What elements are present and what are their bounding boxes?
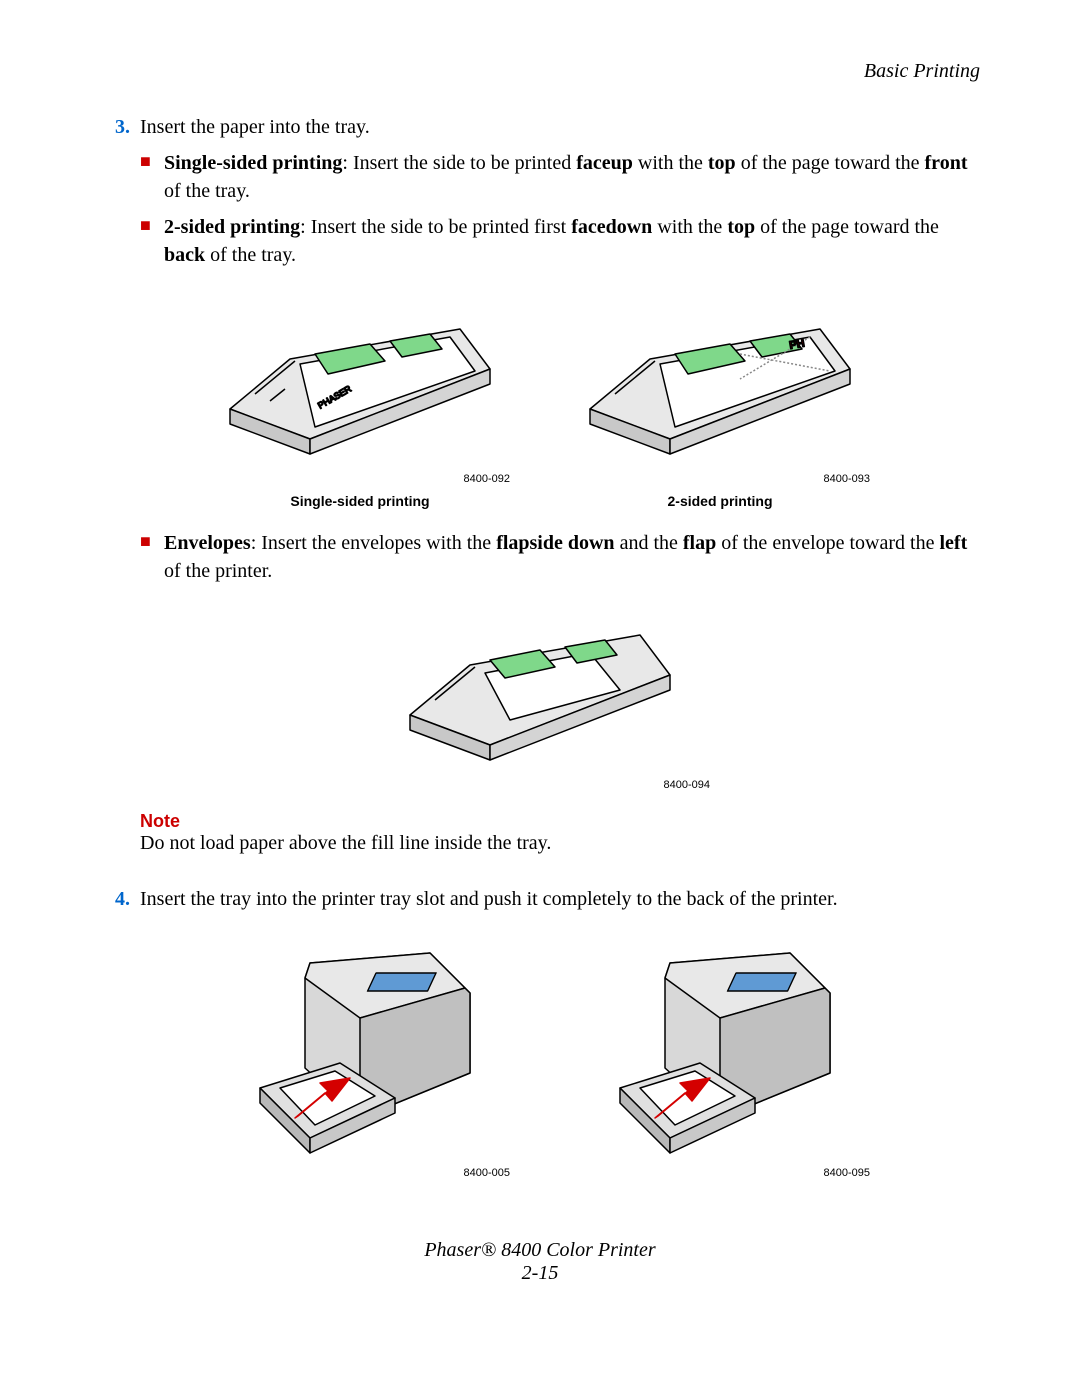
bullet-icon: ■	[140, 213, 164, 269]
bullet-icon: ■	[140, 149, 164, 205]
figure-row-printers: 8400-005 8400-095	[100, 943, 980, 1179]
figure-caption: 2-sided printing	[570, 493, 870, 509]
footer-page-number: 2-15	[100, 1262, 980, 1285]
step-3-sub-1-text: Single-sided printing: Insert the side t…	[164, 149, 980, 205]
figure-caption: Single-sided printing	[210, 493, 510, 509]
bullet-icon: ■	[140, 529, 164, 585]
step-3-text: Insert the paper into the tray.	[140, 113, 980, 141]
footer-product: Phaser® 8400 Color Printer	[424, 1239, 655, 1261]
step-3-number: 3.	[100, 113, 130, 141]
figure-tray-envelope: 8400-094	[370, 605, 710, 791]
page-footer: Phaser® 8400 Color Printer 2-15	[100, 1239, 980, 1285]
figure-code: 8400-092	[210, 473, 510, 485]
note-label: Note	[140, 811, 980, 832]
step-3-sub-2: ■ 2-sided printing: Insert the side to b…	[140, 213, 980, 269]
figure-printer-2: 8400-095	[570, 943, 870, 1179]
step-4-text: Insert the tray into the printer tray sl…	[140, 885, 980, 913]
figure-tray-duplex: PH 8400-093 2-sided printing	[570, 299, 870, 509]
section-header: Basic Printing	[100, 60, 980, 83]
step-3: 3. Insert the paper into the tray.	[100, 113, 980, 141]
figure-code: 8400-095	[570, 1167, 870, 1179]
note-text: Do not load paper above the fill line in…	[140, 832, 980, 855]
figure-code: 8400-005	[210, 1167, 510, 1179]
figure-code: 8400-094	[370, 779, 710, 791]
step-3-sub-2-text: 2-sided printing: Insert the side to be …	[164, 213, 980, 269]
figure-code: 8400-093	[570, 473, 870, 485]
figure-printer-1: 8400-005	[210, 943, 510, 1179]
step-4-number: 4.	[100, 885, 130, 913]
step-4: 4. Insert the tray into the printer tray…	[100, 885, 980, 913]
figure-tray-single: PHASER 8400-092 Single-sided printing	[210, 299, 510, 509]
step-3-sub-envelope: ■ Envelopes: Insert the envelopes with t…	[140, 529, 980, 585]
step-3-sub-envelope-text: Envelopes: Insert the envelopes with the…	[164, 529, 980, 585]
figure-row-trays: PHASER 8400-092 Single-sided printing PH	[100, 299, 980, 509]
step-3-sub-1: ■ Single-sided printing: Insert the side…	[140, 149, 980, 205]
